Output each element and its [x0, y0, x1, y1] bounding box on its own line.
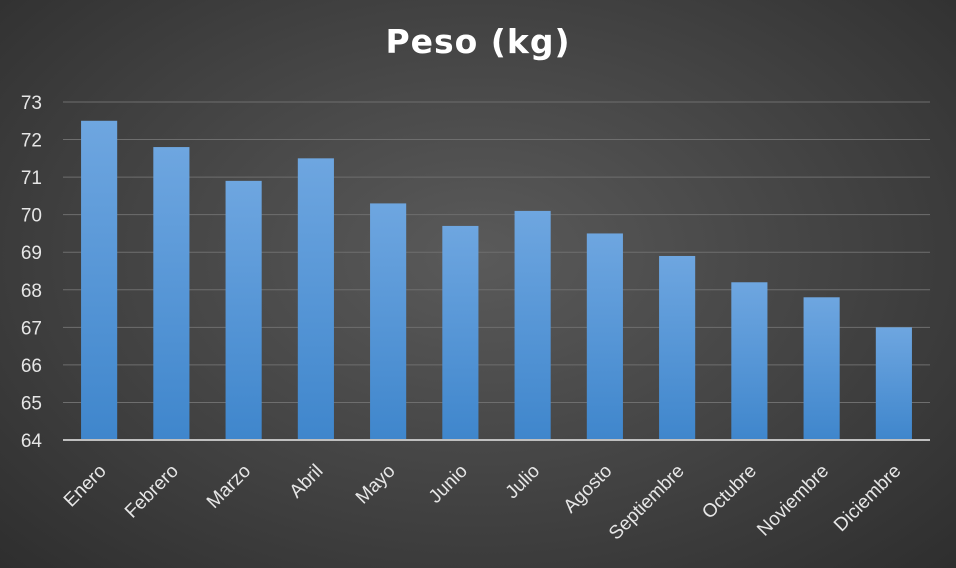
- bar-agosto: [586, 233, 623, 440]
- x-tick-label: Mayo: [352, 461, 400, 509]
- x-tick-label: Octubre: [698, 461, 761, 524]
- bar-julio: [514, 210, 551, 440]
- bar-septiembre: [659, 255, 696, 440]
- x-tick-label: Julio: [502, 461, 544, 503]
- bar-diciembre: [875, 327, 912, 440]
- x-tick-label: Abril: [286, 461, 328, 503]
- y-tick-label: 68: [21, 281, 42, 302]
- bar-enero: [81, 120, 118, 441]
- x-tick-label: Febrero: [121, 461, 183, 523]
- bar-junio: [442, 225, 479, 440]
- y-tick-label: 71: [21, 168, 42, 189]
- bar-octubre: [731, 282, 768, 440]
- y-tick-label: 66: [21, 356, 42, 377]
- x-tick-label: Agosto: [560, 461, 617, 518]
- y-tick-label: 70: [21, 206, 42, 227]
- x-tick-label: Junio: [425, 461, 472, 508]
- x-tick-label: Enero: [60, 461, 111, 512]
- x-tick-label: Noviembre: [753, 461, 833, 541]
- y-tick-label: 73: [21, 93, 42, 114]
- bars: [81, 120, 912, 441]
- x-tick-label: Marzo: [203, 461, 255, 513]
- gridlines: [63, 101, 930, 403]
- x-tick-label: Diciembre: [830, 461, 905, 536]
- y-tick-label: 67: [21, 318, 42, 339]
- x-tick-label: Septiembre: [605, 461, 689, 545]
- bar-marzo: [225, 180, 262, 440]
- y-tick-label: 64: [21, 431, 43, 452]
- y-tick-label: 72: [21, 131, 42, 152]
- bar-mayo: [370, 203, 407, 440]
- bar-febrero: [153, 147, 190, 441]
- chart-title: Peso (kg): [385, 22, 571, 61]
- y-tick-label: 69: [21, 243, 42, 264]
- y-tick-label: 65: [21, 393, 42, 414]
- bar-abril: [297, 158, 334, 441]
- bar-noviembre: [803, 297, 840, 440]
